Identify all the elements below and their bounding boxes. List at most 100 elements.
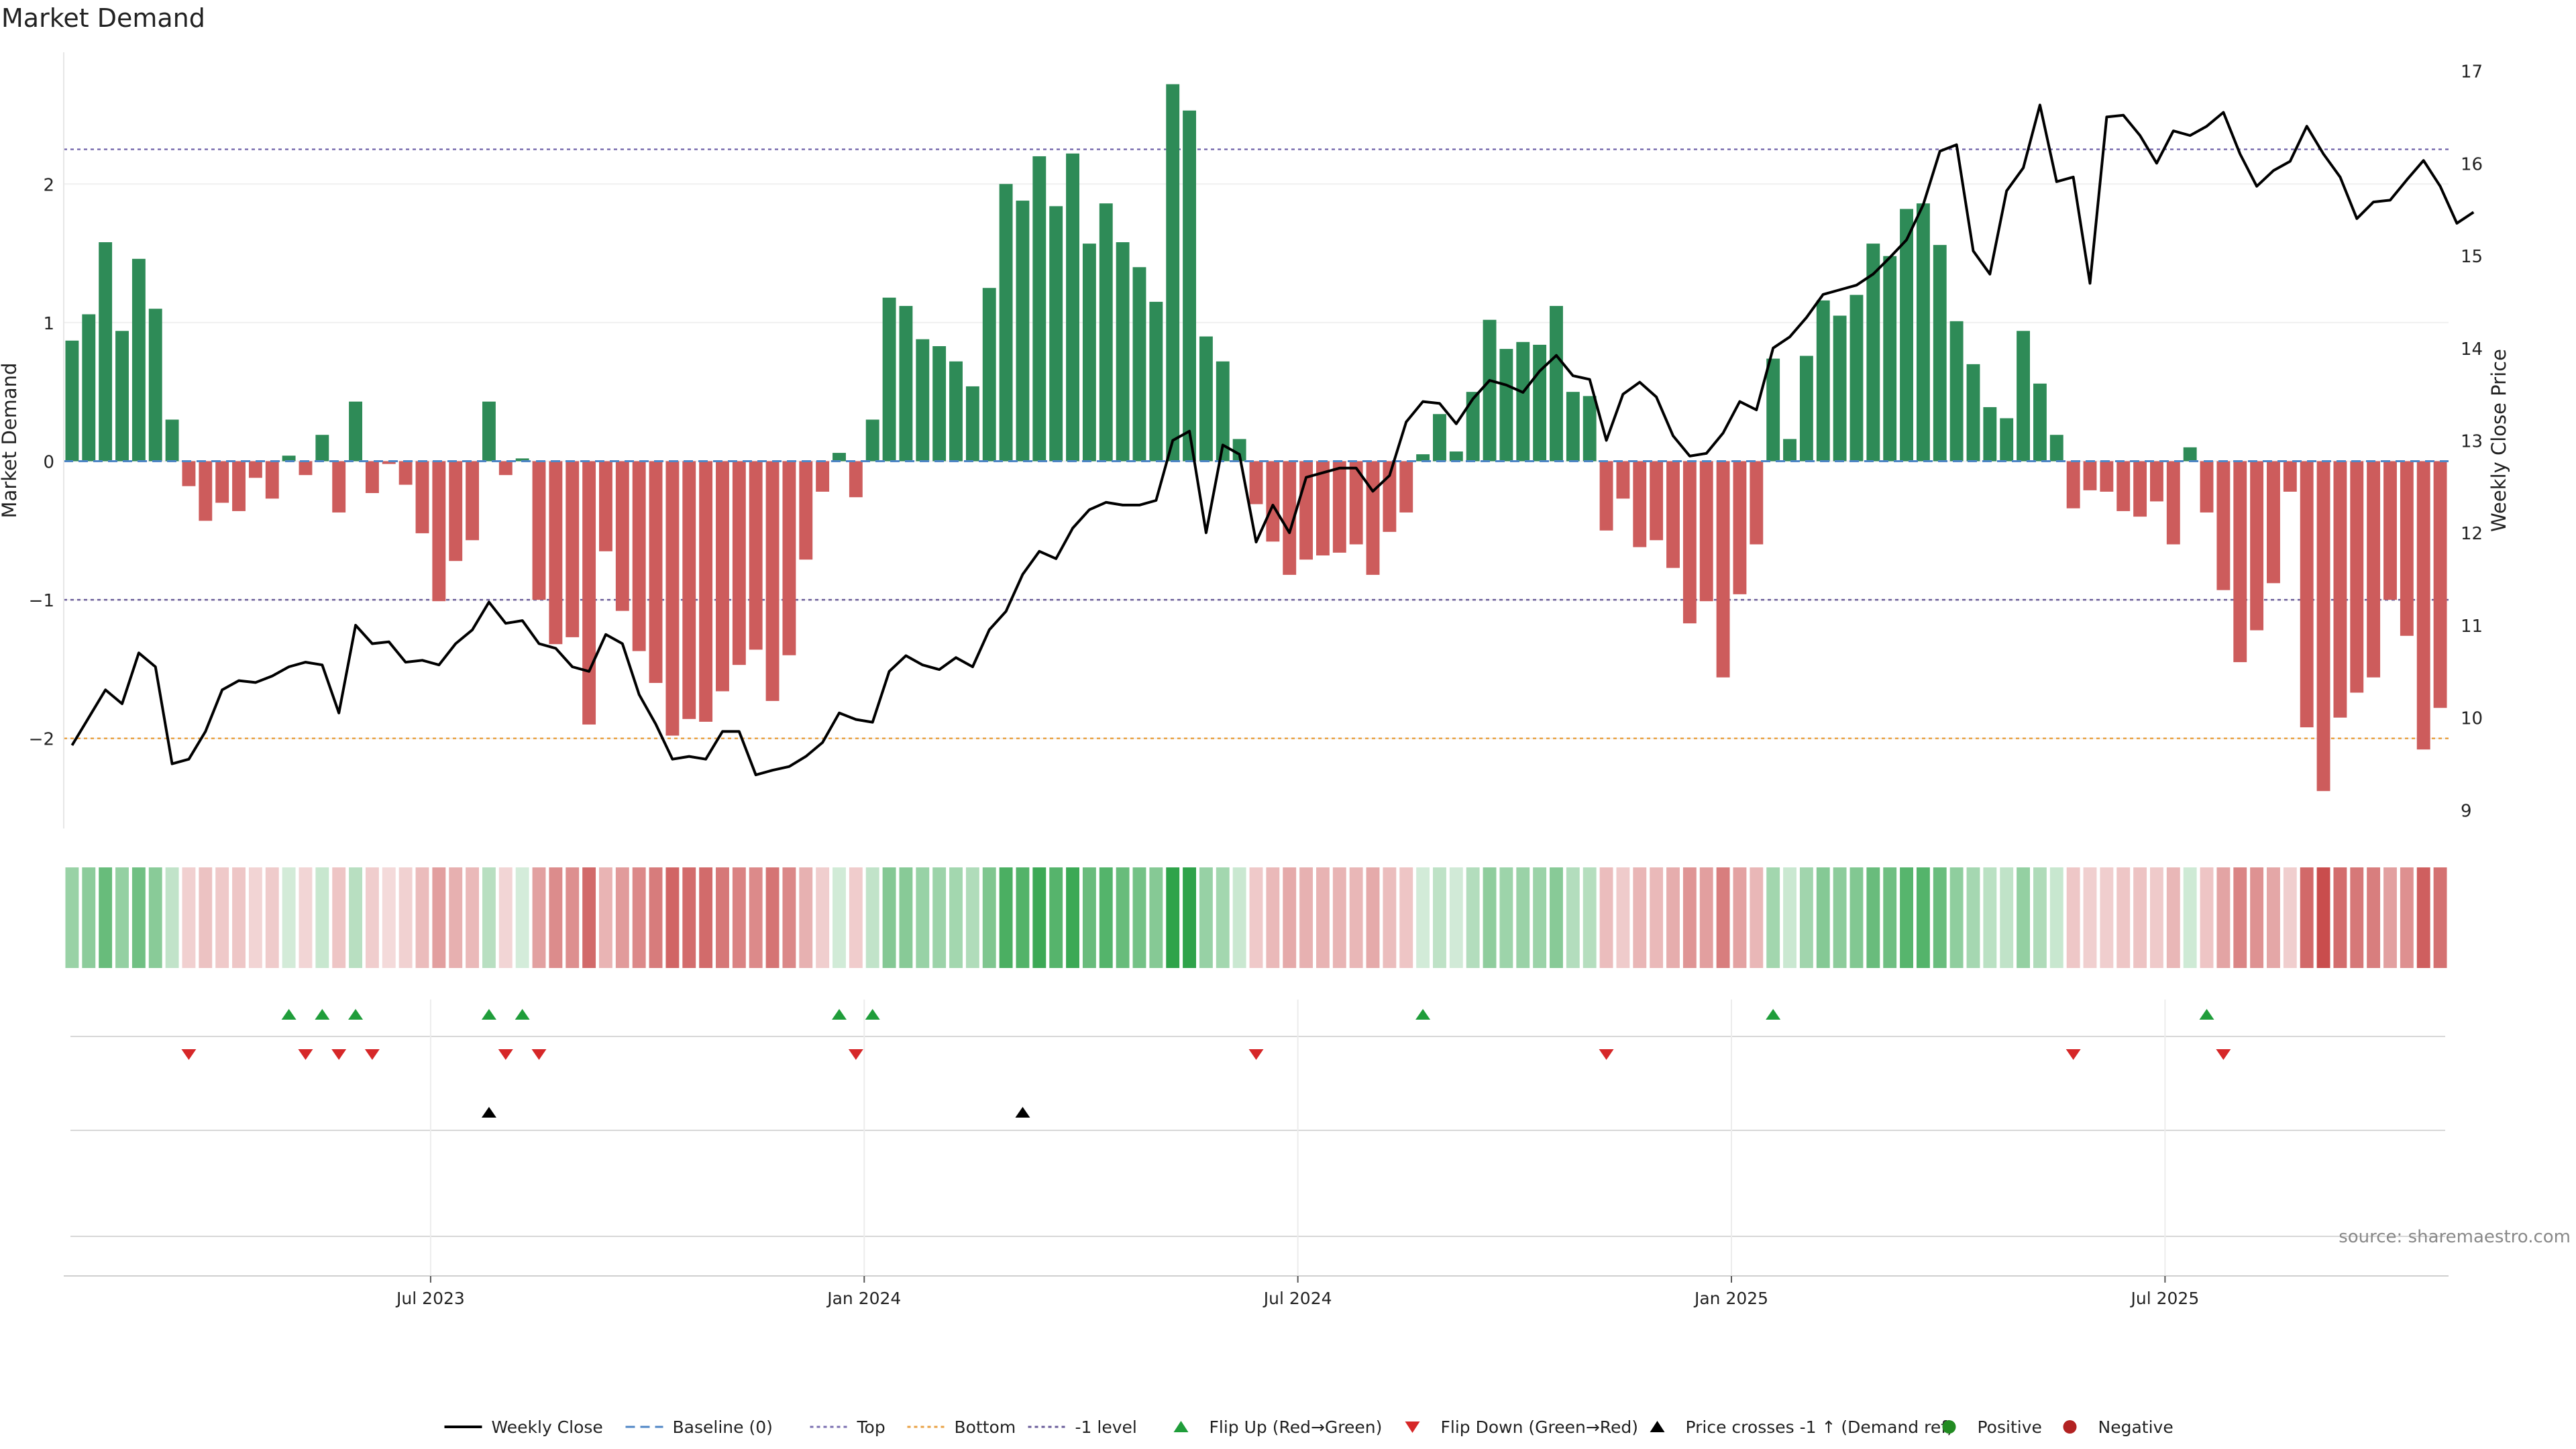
demand-bar	[315, 435, 329, 462]
demand-bar	[599, 461, 612, 551]
y2-tick-label: 10	[2461, 709, 2483, 729]
demand-bar	[2416, 461, 2430, 750]
heat-cell	[665, 867, 680, 968]
demand-bar	[2216, 461, 2231, 590]
demand-bar	[1066, 153, 1079, 462]
heat-cell	[1149, 867, 1163, 968]
heat-cell	[148, 867, 162, 968]
heat-cell	[182, 867, 196, 968]
chart-legend: Weekly Close Baseline (0) Top Bottom -1 leve…	[444, 1417, 2174, 1437]
demand-bar	[1783, 439, 1796, 462]
demand-bar	[466, 461, 480, 541]
heat-cell	[2200, 867, 2214, 968]
demand-bar	[1716, 461, 1730, 678]
demand-bar	[2233, 461, 2247, 663]
demand-bar	[1949, 321, 1964, 462]
demand-bar	[1232, 439, 1246, 462]
heat-cell	[2367, 867, 2381, 968]
heat-cell	[632, 867, 646, 968]
heat-cell	[1199, 867, 1213, 968]
demand-bar	[2066, 461, 2080, 508]
flip-up-marker	[315, 1009, 330, 1020]
legend-item-price-cross: Price crosses -1 ↑ (Demand ref)	[1650, 1417, 1953, 1437]
flip-up-marker	[2199, 1009, 2214, 1020]
price-cross-marker	[1015, 1107, 1030, 1118]
demand-bar	[833, 453, 846, 462]
heat-cell	[248, 867, 262, 968]
demand-bar	[65, 340, 79, 462]
demand-bar	[1132, 267, 1146, 462]
y2-tick-label: 16	[2461, 154, 2483, 174]
demand-bar	[265, 461, 279, 499]
heat-cell	[432, 867, 446, 968]
heat-cell	[615, 867, 629, 968]
heat-cell	[865, 867, 879, 968]
demand-bar	[1866, 244, 1880, 462]
demand-bar	[1699, 461, 1713, 602]
demand-bar	[1766, 358, 1780, 462]
demand-bar	[2300, 461, 2314, 728]
demand-bar	[1933, 245, 1947, 462]
flip-down-marker	[2216, 1049, 2231, 1060]
heat-cell	[2383, 867, 2397, 968]
heat-cell	[682, 867, 696, 968]
legend-item-close: Weekly Close	[444, 1417, 603, 1437]
heat-cell	[982, 867, 996, 968]
heat-cell	[1116, 867, 1130, 968]
y2-tick-label: 13	[2461, 432, 2483, 452]
flip-up-marker	[348, 1009, 364, 1020]
demand-bar	[1016, 201, 1030, 462]
legend-label: Price crosses -1 ↑ (Demand ref)	[1686, 1417, 1953, 1437]
legend-item-negative: Negative	[2063, 1417, 2174, 1437]
demand-bar	[1032, 156, 1046, 462]
heat-cell	[299, 867, 313, 968]
y-tick-label: −2	[29, 730, 54, 750]
heat-cell	[2233, 867, 2247, 968]
heat-cell	[782, 867, 796, 968]
heat-cell	[699, 867, 713, 968]
heat-cell	[1550, 867, 1563, 968]
demand-bar	[1650, 461, 1664, 541]
demand-bar	[865, 419, 879, 462]
heat-cell	[1933, 867, 1947, 968]
heat-cell	[2267, 867, 2280, 968]
demand-bar	[665, 461, 680, 736]
heat-cell	[599, 867, 612, 968]
heat-cell	[949, 867, 963, 968]
chart-title: Market Demand	[1, 3, 205, 33]
heat-cell	[649, 867, 663, 968]
heat-cell	[2283, 867, 2297, 968]
flip-down-marker	[2065, 1049, 2081, 1060]
heat-cell	[1633, 867, 1647, 968]
demand-bar	[349, 401, 362, 462]
demand-bar	[482, 401, 496, 462]
demand-bar	[1199, 336, 1213, 462]
heat-cell	[1983, 867, 1997, 968]
demand-bar	[1266, 461, 1280, 542]
demand-bar	[2250, 461, 2264, 631]
demand-bar	[199, 461, 213, 521]
demand-bar	[2100, 461, 2114, 492]
heat-cell	[532, 867, 546, 968]
heat-cell	[849, 867, 863, 968]
heat-cell	[2150, 867, 2163, 968]
legend-label: Top	[857, 1417, 885, 1437]
legend-item-flip-down: Flip Down (Green→Red)	[1405, 1417, 1638, 1437]
heat-cell	[833, 867, 846, 968]
heat-cell	[398, 867, 413, 968]
y-tick-label: 2	[43, 175, 54, 195]
heat-cell	[2017, 867, 2031, 968]
demand-bar	[1466, 392, 1480, 462]
demand-bar	[365, 461, 379, 494]
heat-cell	[1883, 867, 1897, 968]
heat-cell	[265, 867, 279, 968]
heat-cell	[349, 867, 362, 968]
x-tick-label: Jul 2025	[2130, 1289, 2200, 1308]
demand-bar	[2017, 331, 2031, 462]
heat-cell	[1816, 867, 1830, 968]
demand-bar	[1666, 461, 1680, 568]
flip-down-marker	[531, 1049, 547, 1060]
y2-tick-label: 12	[2461, 524, 2483, 544]
demand-bar	[849, 461, 863, 498]
demand-bar	[1249, 461, 1263, 504]
